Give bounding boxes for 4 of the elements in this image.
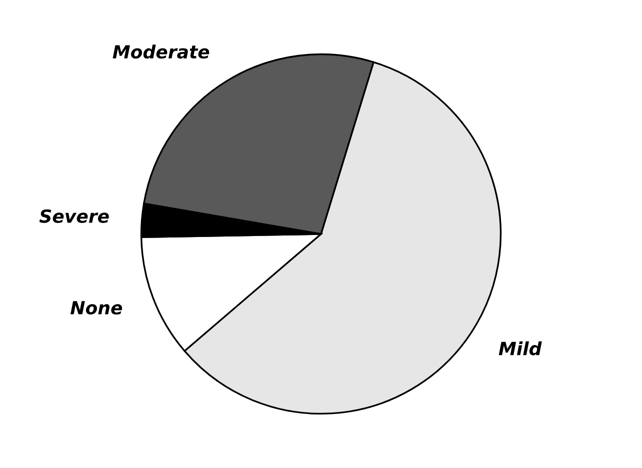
- slice-label: None: [70, 301, 122, 315]
- slice-label: Moderate: [112, 44, 210, 59]
- slice-label: Severe: [39, 209, 109, 223]
- slice-label: Mild: [498, 341, 542, 356]
